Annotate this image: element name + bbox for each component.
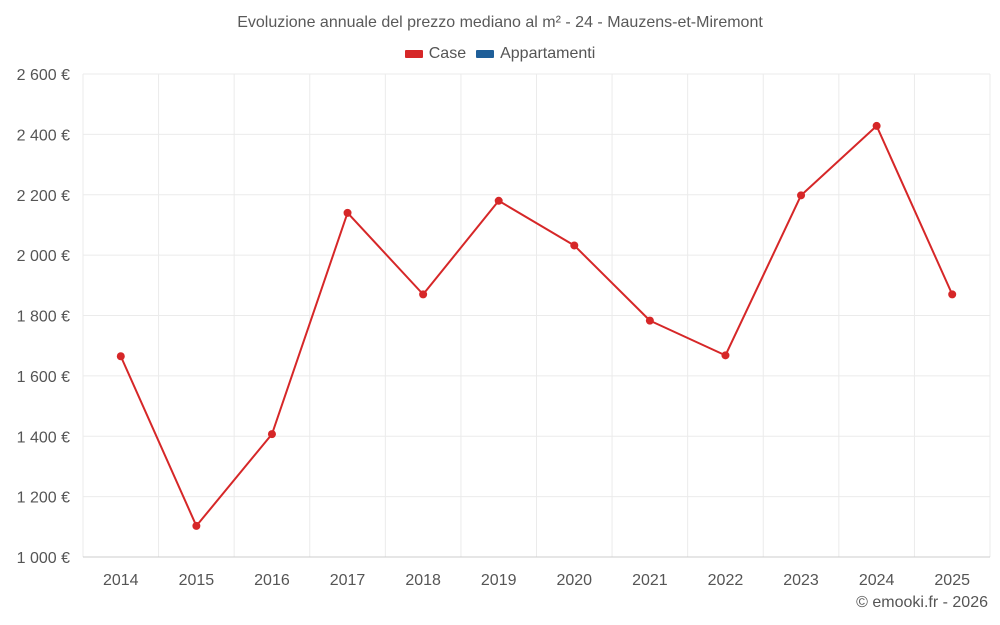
y-tick-label: 1 000 € — [17, 550, 70, 567]
data-point-2025[interactable] — [948, 290, 957, 299]
y-tick-label: 1 400 € — [17, 429, 70, 446]
y-tick-label: 2 400 € — [17, 127, 70, 144]
data-point-2017[interactable] — [343, 208, 352, 217]
legend-label-case: Case — [428, 45, 467, 62]
legend: Case Appartamenti — [0, 45, 1000, 63]
data-point-2021[interactable] — [645, 316, 654, 325]
x-tick-label: 2022 — [708, 572, 744, 589]
data-point-2024[interactable] — [872, 121, 881, 130]
x-tick-label: 2025 — [934, 572, 970, 589]
series-line-case — [119, 124, 954, 527]
x-tick-label: 2021 — [632, 572, 668, 589]
data-point-2019[interactable] — [494, 196, 503, 205]
legend-swatch-appartamenti — [476, 50, 495, 58]
x-axis-tick-labels: 2014 2015 2016 2017 2018 2019 2020 2021 2022 2023… — [103, 572, 970, 589]
series-case — [116, 121, 957, 530]
legend-item-case[interactable]: Case — [404, 45, 467, 63]
y-tick-label: 1 600 € — [17, 369, 70, 386]
y-tick-label: 2 200 € — [17, 188, 70, 205]
y-tick-label: 1 800 € — [17, 309, 70, 326]
x-tick-label: 2017 — [330, 572, 366, 589]
x-tick-label: 2024 — [859, 572, 895, 589]
legend-item-appartamenti[interactable]: Appartamenti — [476, 45, 595, 63]
x-tick-label: 2014 — [103, 572, 139, 589]
data-point-2018[interactable] — [419, 290, 428, 299]
legend-label-appartamenti: Appartamenti — [500, 45, 596, 62]
x-tick-label: 2015 — [179, 572, 215, 589]
chart-title: Evoluzione annuale del prezzo mediano al… — [237, 14, 763, 31]
x-tick-label: 2020 — [556, 572, 592, 589]
credit-text: © emooki.fr - 2026 — [856, 594, 988, 611]
data-point-2022[interactable] — [721, 351, 730, 360]
legend-swatch-case — [404, 50, 423, 58]
data-point-2020[interactable] — [570, 241, 579, 250]
x-tick-label: 2019 — [481, 572, 517, 589]
data-point-2015[interactable] — [192, 521, 201, 530]
data-point-2023[interactable] — [797, 191, 806, 200]
y-tick-label: 2 600 € — [17, 67, 70, 84]
y-tick-label: 2 000 € — [17, 248, 70, 265]
y-tick-label: 1 200 € — [17, 490, 70, 507]
data-point-2016[interactable] — [267, 430, 276, 439]
x-tick-label: 2023 — [783, 572, 819, 589]
x-tick-label: 2018 — [405, 572, 441, 589]
y-axis-tick-labels: 1 000 € 1 200 € 1 400 € 1 600 € 1 800 € 2 000… — [17, 67, 70, 567]
data-point-2014[interactable] — [116, 352, 125, 361]
x-tick-label: 2016 — [254, 572, 290, 589]
gridlines — [82, 73, 991, 557]
